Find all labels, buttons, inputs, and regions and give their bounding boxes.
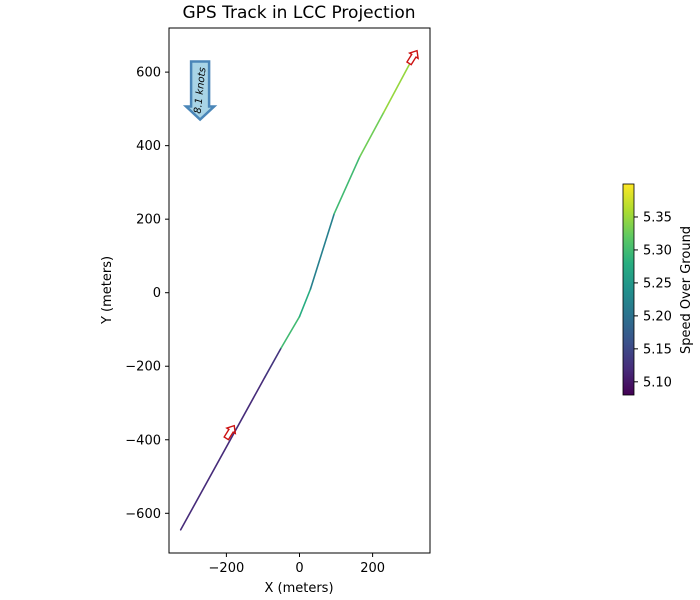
direction-arrows <box>223 49 419 441</box>
y-axis-label: Y (meters) <box>100 256 115 325</box>
direction-arrow <box>406 49 419 66</box>
colorbar-tick-label: 5.10 <box>643 375 672 390</box>
x-axis: −200 0 200 <box>209 553 385 576</box>
chart-title: GPS Track in LCC Projection <box>182 3 415 23</box>
y-tick-label: 200 <box>136 213 161 228</box>
y-tick-label: 400 <box>136 139 161 154</box>
colorbar-tick-label: 5.30 <box>643 243 672 258</box>
track-segment <box>179 376 266 531</box>
speed-arrow-shape <box>182 60 218 122</box>
y-axis: −600 −400 −200 0 200 400 600 <box>125 66 169 522</box>
direction-arrow-shape <box>406 49 419 66</box>
track-line <box>179 64 411 531</box>
colorbar-tick-label: 5.25 <box>643 276 672 291</box>
track-segment <box>333 155 361 215</box>
track-segment <box>382 64 411 114</box>
direction-arrow-shape <box>223 424 237 441</box>
colorbar-label: Speed Over Ground <box>679 226 694 354</box>
colorbar-tick-label: 5.20 <box>643 309 672 324</box>
colorbar-tick-label: 5.15 <box>643 342 672 357</box>
track-segment <box>358 111 385 158</box>
y-tick-label: −400 <box>125 433 161 448</box>
x-tick-label: 0 <box>295 561 303 576</box>
colorbar-ticks: 5.10 5.15 5.20 5.25 5.30 5.35 <box>634 210 672 390</box>
colorbar: 5.10 5.15 5.20 5.25 5.30 5.35 Speed Over Grou… <box>622 183 694 396</box>
x-axis-label: X (meters) <box>264 581 333 596</box>
direction-arrow <box>223 424 237 441</box>
y-tick-label: −200 <box>125 360 161 375</box>
speed-arrow: 8.1 knots <box>182 60 218 122</box>
speed-arrow-text: 8.1 knots <box>193 67 209 114</box>
x-tick-label: 200 <box>360 561 385 576</box>
track-segment <box>263 347 283 379</box>
speed-annotation: 8.1 knots <box>182 60 218 122</box>
x-tick-label: −200 <box>209 561 245 576</box>
colorbar-gradient <box>622 183 635 396</box>
y-tick-label: 600 <box>136 66 161 81</box>
track-segment <box>280 315 301 349</box>
colorbar-tick-label: 5.35 <box>643 210 672 225</box>
y-tick-label: 0 <box>153 286 161 301</box>
y-tick-label: −600 <box>125 507 161 522</box>
plot-area: 8.1 knots <box>168 27 431 554</box>
track-segment <box>298 288 312 318</box>
track-segment <box>309 212 336 290</box>
